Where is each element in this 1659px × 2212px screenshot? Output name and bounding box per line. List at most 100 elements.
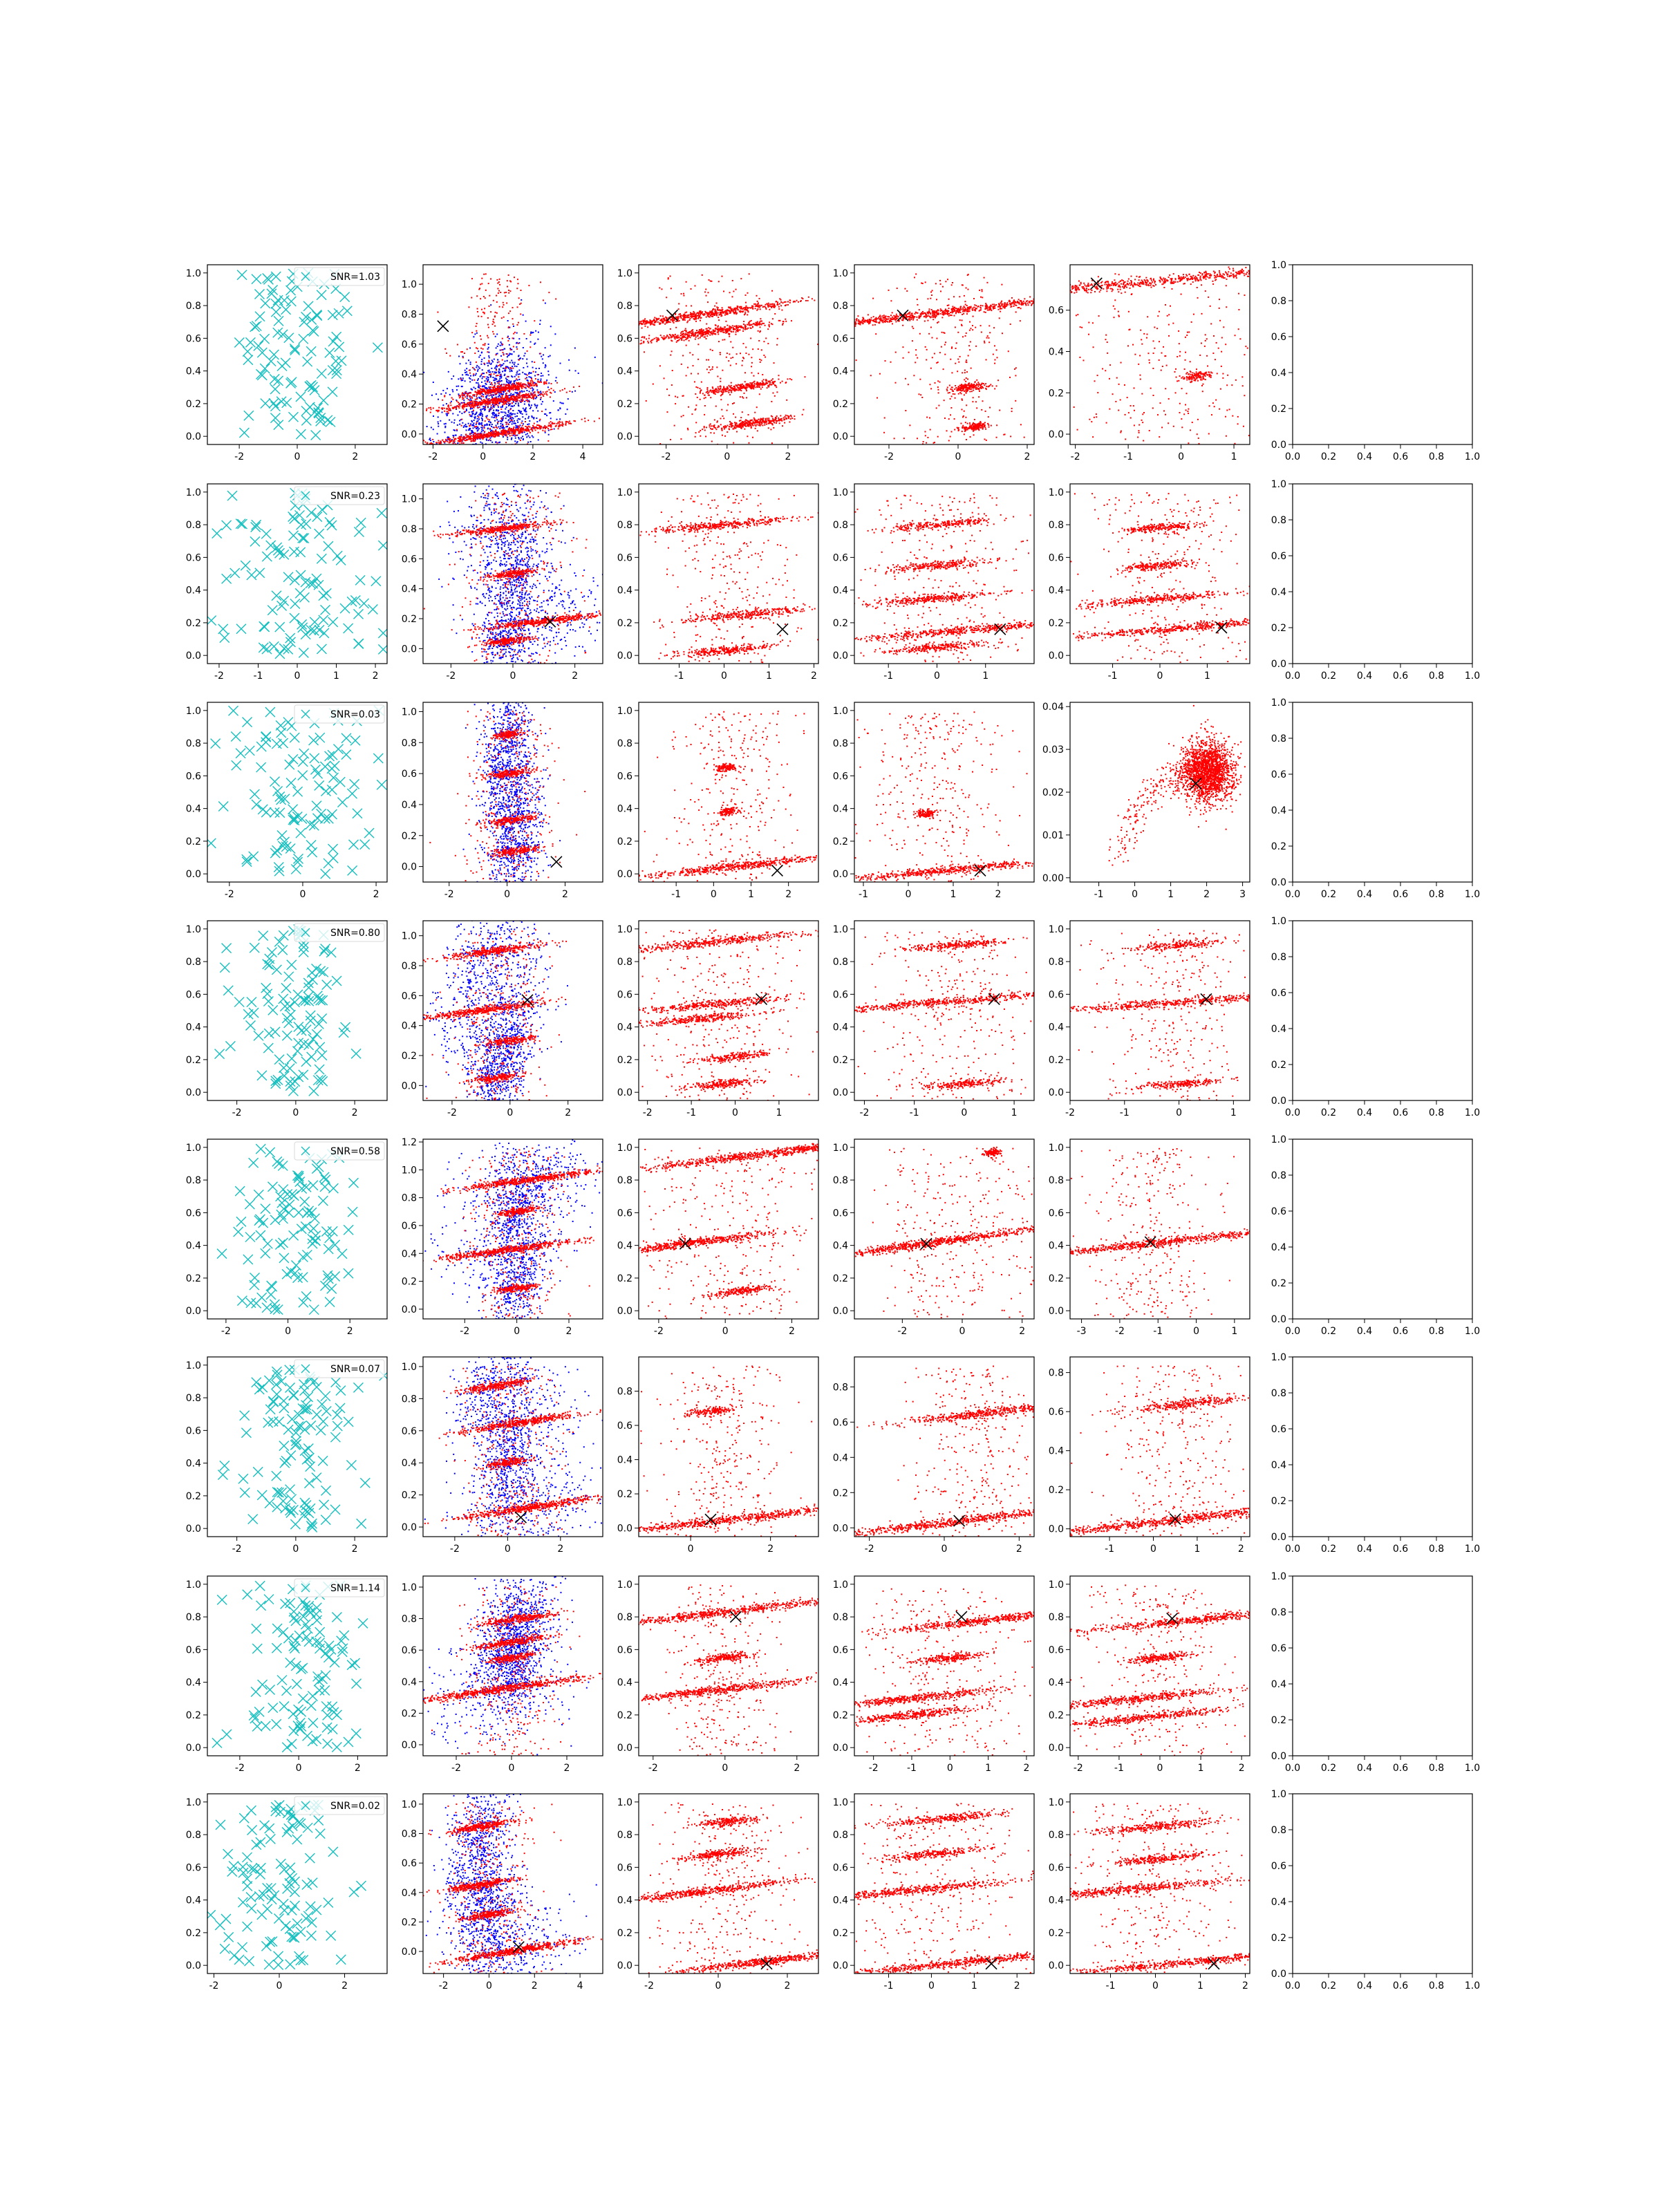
scatter-point bbox=[498, 382, 500, 383]
scatter-point bbox=[753, 385, 755, 386]
scatter-point bbox=[507, 376, 508, 377]
scatter-point bbox=[478, 384, 480, 386]
data-marker bbox=[274, 376, 283, 386]
scatter-point bbox=[471, 433, 472, 434]
scatter-point bbox=[734, 388, 735, 390]
scatter-point bbox=[518, 364, 519, 365]
scatter-point bbox=[735, 428, 736, 429]
scatter-point bbox=[426, 409, 427, 410]
scatter-point bbox=[495, 467, 496, 468]
scatter-point bbox=[676, 341, 677, 343]
scatter-point bbox=[749, 382, 751, 384]
scatter-point bbox=[500, 377, 502, 379]
scatter-point bbox=[508, 292, 509, 294]
scatter-point bbox=[489, 371, 491, 373]
scatter-point bbox=[496, 458, 498, 460]
scatter-point bbox=[497, 453, 498, 454]
scatter-point bbox=[450, 453, 451, 455]
scatter-point bbox=[711, 334, 713, 335]
scatter-point bbox=[464, 353, 465, 354]
scatter-point bbox=[653, 384, 654, 385]
data-marker bbox=[340, 292, 350, 302]
scatter-point bbox=[688, 315, 690, 316]
scatter-point bbox=[453, 375, 454, 377]
scatter-point bbox=[537, 380, 538, 382]
scatter-point bbox=[395, 446, 397, 447]
scatter-point bbox=[478, 436, 479, 438]
data-marker bbox=[342, 306, 352, 316]
scatter-point bbox=[511, 420, 512, 421]
scatter-point bbox=[763, 323, 765, 324]
scatter-point bbox=[740, 426, 741, 427]
scatter-point bbox=[553, 447, 554, 448]
scatter-point bbox=[706, 333, 708, 335]
data-marker bbox=[328, 387, 337, 397]
scatter-point bbox=[695, 432, 697, 433]
scatter-point bbox=[736, 326, 738, 327]
scatter-point bbox=[438, 426, 439, 427]
scatter-point bbox=[691, 315, 693, 317]
scatter-point bbox=[743, 386, 744, 388]
scatter-point bbox=[600, 328, 601, 330]
scatter-point bbox=[807, 300, 809, 301]
scatter-point bbox=[454, 430, 456, 431]
scatter-point bbox=[480, 463, 482, 465]
scatter-point bbox=[534, 344, 535, 345]
scatter-point bbox=[507, 420, 509, 421]
scatter-point bbox=[757, 383, 758, 384]
scatter-point bbox=[740, 390, 742, 391]
scatter-point bbox=[642, 324, 644, 325]
scatter-point bbox=[489, 392, 491, 393]
scatter-point bbox=[496, 366, 498, 367]
scatter-point bbox=[475, 452, 476, 453]
scatter-point bbox=[565, 424, 567, 426]
scatter-point bbox=[442, 407, 443, 409]
scatter-point bbox=[704, 395, 705, 396]
scatter-point bbox=[518, 322, 519, 324]
scatter-point bbox=[501, 317, 503, 319]
scatter-point bbox=[692, 329, 693, 330]
scatter-point bbox=[497, 423, 498, 424]
scatter-point bbox=[731, 357, 732, 359]
scatter-point bbox=[471, 430, 473, 431]
scatter-point bbox=[637, 320, 638, 321]
scatter-point bbox=[470, 364, 471, 365]
scatter-point bbox=[683, 293, 684, 294]
scatter-point bbox=[757, 420, 758, 422]
scatter-point bbox=[535, 330, 536, 332]
scatter-point bbox=[758, 340, 760, 341]
scatter-point bbox=[496, 333, 498, 335]
scatter-point bbox=[485, 343, 486, 344]
scatter-point bbox=[494, 371, 496, 373]
scatter-point bbox=[740, 417, 742, 418]
scatter-point bbox=[443, 467, 444, 468]
scatter-point bbox=[480, 298, 481, 299]
scatter-point bbox=[465, 396, 466, 397]
scatter-point bbox=[476, 326, 477, 327]
scatter-point bbox=[466, 368, 467, 369]
scatter-point bbox=[498, 365, 499, 366]
scatter-point bbox=[494, 477, 495, 478]
scatter-point bbox=[472, 402, 474, 403]
scatter-point bbox=[458, 355, 460, 357]
scatter-point bbox=[481, 316, 482, 317]
scatter-point bbox=[469, 381, 471, 382]
scatter-point bbox=[561, 424, 562, 426]
scatter-point bbox=[477, 464, 478, 465]
scatter-point bbox=[679, 320, 680, 321]
scatter-point bbox=[673, 335, 674, 336]
scatter-point bbox=[686, 338, 688, 339]
scatter-point bbox=[479, 406, 480, 408]
scatter-point bbox=[491, 392, 493, 393]
scatter-point bbox=[513, 389, 514, 391]
scatter-point bbox=[548, 430, 550, 431]
scatter-point bbox=[641, 337, 643, 338]
scatter-point bbox=[460, 434, 462, 435]
scatter-point bbox=[512, 462, 513, 464]
data-marker bbox=[237, 270, 247, 280]
scatter-point bbox=[840, 292, 841, 293]
scatter-point bbox=[458, 393, 459, 395]
scatter-point bbox=[574, 347, 576, 348]
scatter-point bbox=[770, 422, 771, 424]
scatter-point bbox=[594, 327, 596, 328]
